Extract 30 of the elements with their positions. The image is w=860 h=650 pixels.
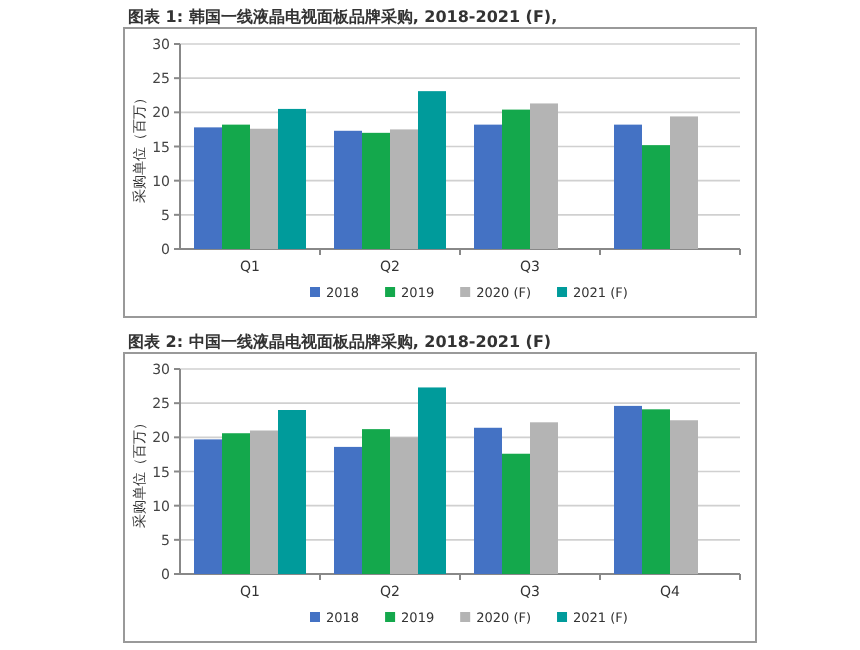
bar bbox=[390, 437, 418, 574]
bar bbox=[278, 410, 306, 574]
bar bbox=[418, 91, 446, 249]
bar bbox=[670, 420, 698, 574]
bar bbox=[418, 387, 446, 574]
bar bbox=[222, 433, 250, 574]
bar bbox=[502, 453, 530, 574]
bar bbox=[250, 430, 278, 574]
bar bbox=[194, 127, 222, 249]
bar bbox=[614, 405, 642, 574]
chart-title: 图表 1: 韩国一线液晶电视面板品牌采购, 2018-2021 (F), bbox=[128, 8, 558, 26]
chart-title: 图表 2: 中国一线液晶电视面板品牌采购, 2018-2021 (F) bbox=[128, 333, 552, 351]
bar bbox=[502, 109, 530, 249]
bar bbox=[614, 124, 642, 249]
bar bbox=[334, 130, 362, 249]
bar bbox=[222, 124, 250, 249]
bar bbox=[362, 429, 390, 574]
bar bbox=[250, 128, 278, 249]
bar bbox=[362, 132, 390, 249]
bar bbox=[474, 124, 502, 249]
bar bbox=[670, 116, 698, 249]
bar bbox=[530, 103, 558, 249]
bar bbox=[474, 427, 502, 574]
bar bbox=[334, 446, 362, 574]
bar bbox=[642, 409, 670, 574]
bar bbox=[390, 129, 418, 249]
bar bbox=[530, 422, 558, 574]
bar bbox=[278, 108, 306, 249]
bar bbox=[642, 145, 670, 249]
bar bbox=[194, 439, 222, 574]
